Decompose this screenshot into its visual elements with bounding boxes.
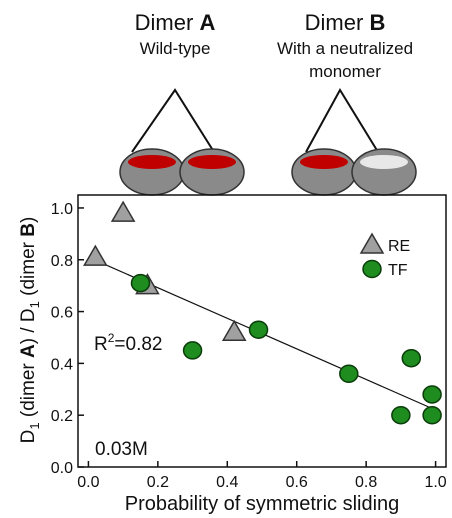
y-tick-label: 0.6 [51,305,73,322]
legend-marker [359,232,385,254]
annotation-part: 2 [108,331,115,345]
legend-marker [362,259,382,279]
circle-point [339,364,359,383]
triangle-point [83,244,108,266]
y-tick-label: 0.2 [51,408,73,425]
triangle-point [110,200,136,222]
label-part: 1 [27,301,42,308]
legend-label: RE [388,238,410,255]
dimer-a-subtitle: Wild-type [140,39,211,58]
y-axis-label: D1 (dimer A) / D1 (dimer B) [18,217,42,444]
title-part: A [199,10,215,35]
x-tick-label: 0.8 [355,474,377,491]
x-tick-label: 0.6 [286,474,308,491]
x-tick-label: 0.4 [216,474,238,491]
y-tick-label: 0.8 [51,253,73,270]
x-tick-label: 0.2 [147,474,169,491]
y-tick-label: 1.0 [51,201,73,218]
label-part: (dimer [18,358,39,422]
circle-point [401,348,422,368]
dimer-a-shape [119,148,245,196]
dimer-b-subtitle: monomer [309,62,381,81]
legend-label: TF [388,262,408,279]
label-part: A [18,344,39,358]
title-part: Dimer [305,10,370,35]
circle-point [422,405,442,425]
circle-point [422,385,442,404]
y-tick-label: 0.0 [51,460,73,477]
dimer-a-title: Dimer A [135,10,216,35]
dimer-b-shape [291,148,417,196]
annotation-part: =0.82 [114,334,162,355]
x-tick-label: 0.0 [77,474,99,491]
circle-point [130,273,151,293]
label-part: ) [18,217,39,223]
label-part: (dimer [18,237,39,301]
dimer-b-subtitle: With a neutralized [277,39,413,58]
circle-point [248,320,269,339]
triangle-point [221,319,247,342]
title-part: B [369,10,385,35]
circle-point [182,341,203,360]
plot-frame [77,194,447,468]
label-part: D [18,430,39,444]
link [131,88,215,153]
link [305,88,379,153]
label-part: B [18,223,39,237]
x-axis-label: Probability of symmetric sliding [125,493,400,515]
annotation-part: R [94,334,108,355]
charge [300,155,348,169]
circle-point [391,405,411,425]
r-squared: R2=0.82 [94,331,163,355]
charge [188,155,236,169]
concentration: 0.03M [95,439,148,460]
charge [128,155,176,169]
y-tick-label: 0.4 [51,356,73,373]
neutral [360,155,408,169]
label-part: ) / D [18,308,39,344]
links [131,88,379,153]
dimer-b-title: Dimer B [305,10,386,35]
title-part: Dimer [135,10,200,35]
label-part: 1 [27,422,42,429]
x-tick-label: 1.0 [424,474,446,491]
